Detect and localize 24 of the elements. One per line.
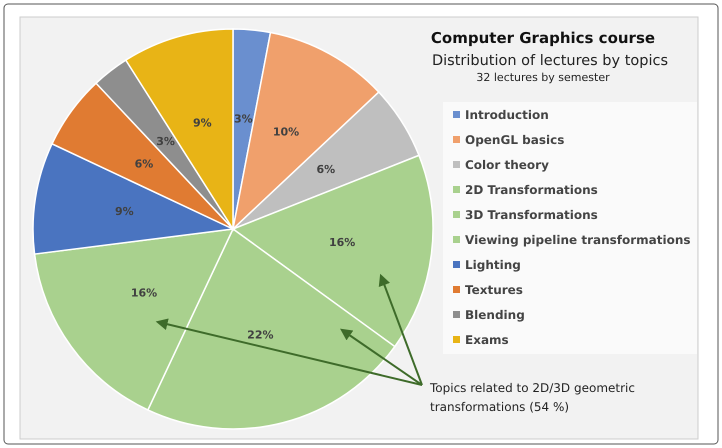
data-label: 3% [156,135,175,148]
legend-label: Textures [465,283,523,297]
text: Topics related to 2D/3D geometric transformations (54 %) [429,381,635,414]
data-label: 6% [134,157,154,170]
data-label: 9% [115,204,134,218]
legend-label: 3D Transformations [465,208,598,222]
data-label: 22% [247,328,274,342]
chart-title: Computer Graphics course [430,29,656,47]
data-label: 9% [192,116,212,130]
legend-label: Viewing pipeline transformations [465,233,691,247]
legend-label: Introduction [465,108,549,122]
legend-label: Lighting [465,258,521,272]
legend-label: Blending [465,308,525,322]
data-label: 6% [316,163,336,176]
data-label: 10% [272,126,300,139]
text: Distribution of lectures by topics [432,53,668,69]
legend-label: Exams [465,333,509,347]
data-label: 3% [234,112,253,126]
legend-label: OpenGL basics [465,133,564,147]
legend-label: 2D Transformations [465,183,598,197]
data-label: 16% [130,286,158,300]
data-label: 16% [328,236,356,249]
legend-label: Color theory [465,158,550,172]
text: 32 lectures by semester [476,71,610,84]
